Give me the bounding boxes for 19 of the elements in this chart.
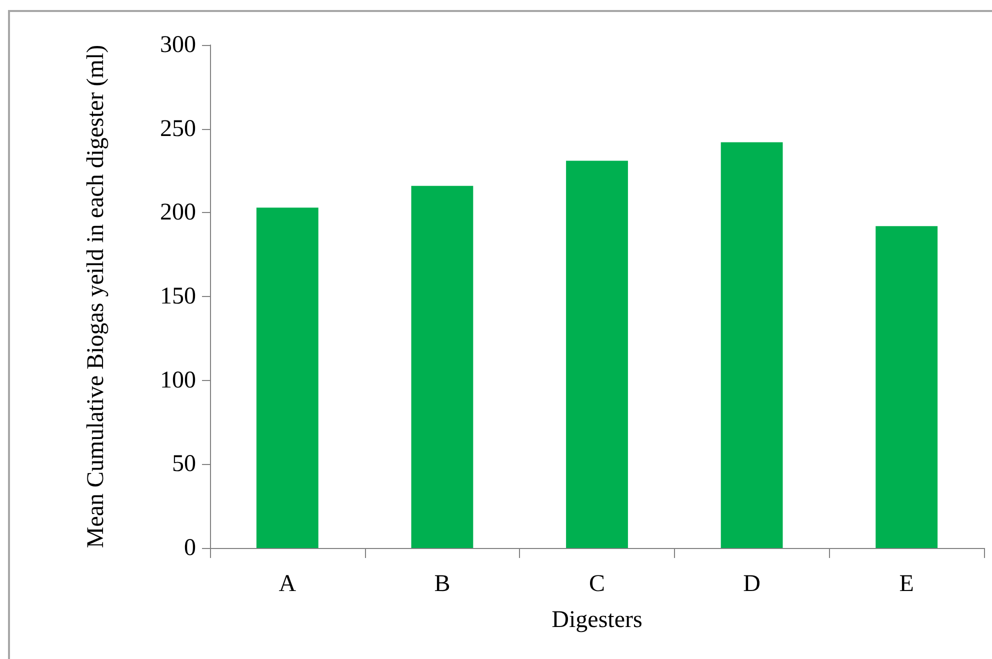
y-tick-label: 200 xyxy=(160,200,196,226)
x-tick-label: A xyxy=(278,571,297,597)
x-axis-title: Digesters xyxy=(552,607,642,633)
y-tick-label: 0 xyxy=(184,535,196,561)
y-tick-label: 250 xyxy=(160,116,196,142)
bar xyxy=(256,208,318,548)
x-tick-label: C xyxy=(588,571,606,597)
x-tick-label: D xyxy=(743,571,760,597)
y-axis-title: Mean Cumulative Biogas yeild in each digester (ml) xyxy=(83,44,109,548)
y-tick-label: 300 xyxy=(160,32,196,58)
x-tick-label: E xyxy=(899,571,914,597)
y-tick-label: 100 xyxy=(160,367,196,394)
x-tick-label: B xyxy=(434,571,450,597)
bar xyxy=(411,186,474,548)
y-tick-label: 150 xyxy=(160,284,196,310)
bar xyxy=(876,226,938,548)
bar xyxy=(720,142,783,548)
bar xyxy=(566,160,628,548)
y-tick-label: 50 xyxy=(172,451,196,478)
